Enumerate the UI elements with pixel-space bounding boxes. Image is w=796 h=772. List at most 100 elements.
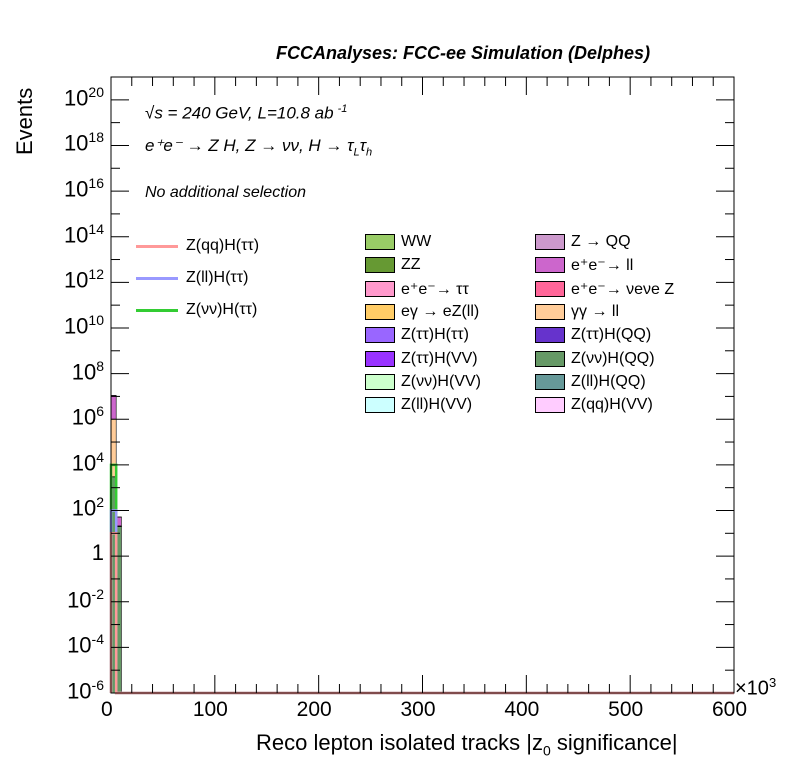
- legend-background-label: Z(ττ)H(ττ): [401, 326, 469, 344]
- legend-background-entry: e⁺e⁻→ ll: [535, 255, 633, 275]
- y-tick-exp: 10: [88, 311, 104, 328]
- legend-background-entry: Z(ττ)H(QQ): [535, 325, 651, 345]
- x-tick-label: 300: [400, 698, 436, 721]
- legend-background-label: e⁺e⁻→ νeνe Z: [571, 280, 675, 298]
- y-tick-exp: 20: [88, 83, 104, 100]
- energy-text: √s = 240 GeV, L=10.8 ab: [145, 103, 334, 123]
- legend-fill-swatch: [365, 350, 395, 367]
- legend-background-label: γγ → ll: [571, 302, 619, 320]
- legend-background-label: Z(ll)H(QQ): [571, 372, 646, 390]
- y-tick-base: 10: [71, 450, 97, 476]
- legend-background-entry: e⁺e⁻→ ττ: [365, 279, 469, 299]
- x-axis-label: Reco lepton isolated tracks |z0 signific…: [256, 730, 678, 758]
- process-sub-h: h: [365, 146, 373, 159]
- legend-signal-label: Z(νν)H(ττ): [186, 301, 258, 318]
- y-tick-base: 10: [71, 358, 97, 384]
- legend-fill-swatch: [365, 234, 395, 250]
- legend-background-entry: Z(ll)H(VV): [365, 395, 472, 415]
- y-tick-exp: 12: [88, 266, 104, 283]
- legend-background-label: Z(νν)H(QQ): [571, 349, 655, 367]
- y-tick-exp: -2: [91, 585, 104, 602]
- legend-fill-swatch: [365, 303, 395, 320]
- y-tick-exp: -4: [91, 631, 104, 648]
- y-tick-base: 10: [67, 587, 92, 613]
- legend-line-swatch: [136, 308, 178, 312]
- legend-background-label: Z(ττ)H(VV): [401, 349, 478, 367]
- legend-fill-swatch: [535, 234, 565, 250]
- legend-line-swatch: [136, 276, 178, 280]
- legend-background-entry: γγ → ll: [535, 302, 619, 322]
- y-tick-base: 10: [67, 632, 92, 658]
- y-tick-label: 1: [92, 540, 104, 566]
- y-tick-base: 10: [63, 313, 89, 339]
- legend-background-entry: Z(ττ)H(ττ): [365, 325, 469, 345]
- y-tick-base: 10: [63, 130, 89, 156]
- y-tick-label: 1010: [64, 312, 104, 339]
- legend-background-entry: eγ → eZ(ll): [365, 302, 479, 322]
- legend-background-label: WW: [401, 233, 432, 250]
- legend-background-entry: Z(νν)H(QQ): [535, 349, 655, 369]
- legend-background-entry: Z(νν)H(VV): [365, 372, 481, 392]
- legend-fill-swatch: [365, 373, 395, 390]
- chart-title: FCCAnalyses: FCC-ee Simulation (Delphes): [276, 43, 651, 63]
- selection-annotation: No additional selection: [145, 184, 306, 201]
- y-tick-label: 108: [72, 358, 104, 385]
- y-tick-exp: 14: [88, 220, 104, 237]
- x-axis-label-text: Reco lepton isolated tracks |z: [256, 730, 543, 755]
- bar-e-e-ll-bin0: [110, 395, 117, 420]
- legend-fill-swatch: [365, 257, 395, 274]
- legend-fill-swatch: [365, 397, 395, 414]
- y-tick-exp: 18: [88, 129, 104, 146]
- legend-fill-swatch: [535, 257, 565, 274]
- legend-fill-swatch: [535, 303, 565, 320]
- legend-fill-swatch: [535, 350, 565, 367]
- plot-frame: [110, 76, 735, 694]
- legend-signal-entry: Z(ll)H(ττ): [136, 268, 248, 288]
- y-tick-label: 10-6: [67, 677, 104, 704]
- y-tick-label: 10-4: [67, 631, 104, 658]
- y-tick-exp: 2: [96, 494, 104, 511]
- y-tick-label: 10-2: [67, 586, 104, 613]
- x-tick-label: 400: [504, 698, 540, 721]
- process-text: e⁺e⁻ → Z H, Z → νν, H → τ: [145, 136, 354, 155]
- legend-background-label: Z(ττ)H(QQ): [571, 326, 652, 344]
- x-axis-multiplier: ×103: [735, 675, 776, 701]
- x-tick-label: 500: [608, 698, 644, 721]
- legend-background-label: Z(νν)H(VV): [401, 372, 481, 390]
- y-tick-label: 102: [72, 494, 104, 521]
- legend-background-label: e⁺e⁻→ ττ: [401, 280, 469, 298]
- energy-annotation: √s = 240 GeV, L=10.8 ab -1: [145, 103, 347, 124]
- y-tick-exp: 16: [88, 175, 104, 192]
- x-axis-label-tail: significance|: [550, 730, 678, 755]
- y-tick-label: 1012: [64, 266, 104, 293]
- legend-background-entry: e⁺e⁻→ νeνe Z: [535, 279, 674, 299]
- y-tick-base: 10: [63, 176, 89, 202]
- x-tick-label: 100: [192, 698, 228, 721]
- y-tick-label: 106: [72, 403, 104, 430]
- process-annotation: e⁺e⁻ → Z H, Z → νν, H → τLτh: [145, 136, 372, 158]
- y-tick-base: 1: [91, 540, 104, 566]
- legend-background-entry: ZZ: [365, 255, 421, 275]
- y-tick-base: 10: [71, 404, 97, 430]
- legend-background-label: ZZ: [401, 256, 421, 274]
- legend-background-entry: Z(ττ)H(VV): [365, 349, 478, 369]
- x-tick-label: 200: [296, 698, 332, 721]
- y-tick-label: 1020: [64, 84, 104, 111]
- legend-fill-swatch: [535, 327, 565, 344]
- x-tick-label: 600: [712, 698, 748, 721]
- y-tick-base: 10: [67, 678, 92, 704]
- y-tick-base: 10: [63, 222, 89, 248]
- legend-background-entry: Z(qq)H(VV): [535, 395, 653, 415]
- legend-signal-entry: Z(qq)H(ττ): [136, 236, 259, 256]
- legend-signal-entry: Z(νν)H(ττ): [136, 300, 257, 320]
- legend-fill-swatch: [365, 280, 395, 297]
- legend-fill-swatch: [535, 373, 565, 390]
- lumi-exponent: -1: [337, 103, 348, 115]
- y-tick-exp: -6: [91, 677, 104, 693]
- x-multiplier-exp: 3: [768, 675, 777, 690]
- legend-signal-label: Z(qq)H(ττ): [186, 237, 260, 254]
- legend-signal-label: Z(ll)H(ττ): [186, 269, 249, 286]
- legend-fill-swatch: [535, 280, 565, 297]
